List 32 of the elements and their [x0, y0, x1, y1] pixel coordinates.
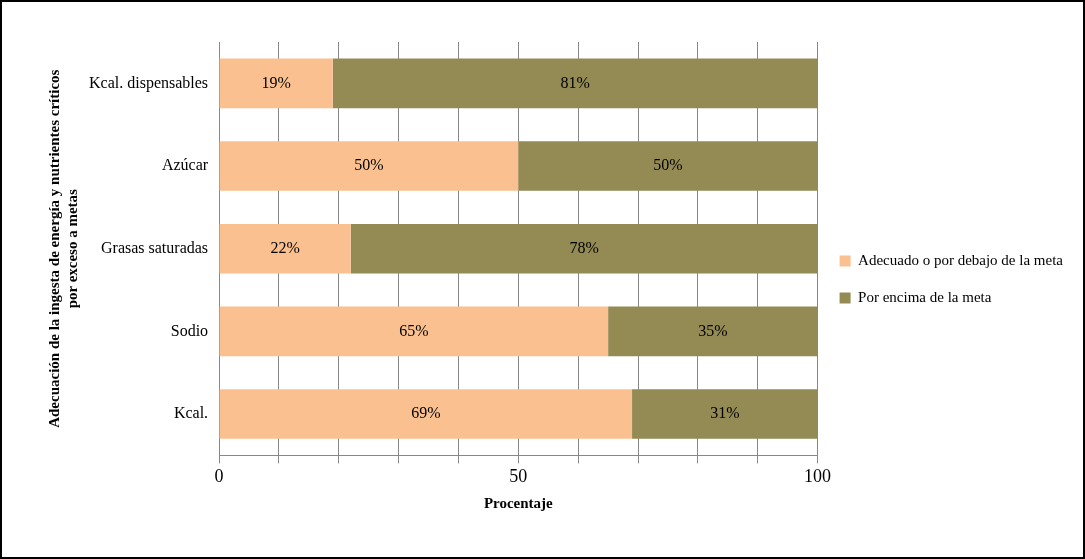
- data-label: 35%: [698, 321, 728, 339]
- bar: [632, 389, 818, 439]
- bar: [219, 306, 609, 357]
- data-label: 50%: [354, 156, 384, 174]
- y-tick-label: Azúcar: [161, 156, 209, 174]
- bar: [332, 58, 818, 109]
- data-label: 78%: [569, 238, 599, 256]
- data-label: 50%: [653, 156, 683, 174]
- bar: [350, 223, 818, 274]
- legend-label: Por encima de la meta: [858, 288, 992, 305]
- x-tick-label: 50: [509, 465, 528, 486]
- x-axis-title: Procentaje: [483, 494, 554, 511]
- data-label: 19%: [261, 73, 291, 91]
- y-tick-label: Kcal. dispensables: [89, 73, 209, 92]
- data-label: 69%: [411, 404, 441, 422]
- bar: [518, 141, 818, 191]
- y-tick-label: Kcal.: [173, 404, 209, 422]
- bar: [219, 141, 519, 191]
- data-label: 65%: [399, 321, 429, 339]
- y-tick-label: Grasas saturadas: [101, 238, 209, 256]
- bar: [219, 58, 333, 109]
- bar: [219, 389, 633, 439]
- y-axis-title: Adecuación de la ingesta de energía y nutrientes críticos por exceso a metas: [45, 69, 80, 428]
- x-tick-label: 100: [804, 465, 832, 486]
- legend-label: Adecuado o por debajo de la meta: [858, 251, 1064, 268]
- data-label: 22%: [270, 238, 300, 256]
- bar: [219, 223, 351, 274]
- data-label: 81%: [560, 73, 590, 91]
- data-label: 31%: [710, 404, 740, 422]
- y-tick-label: Sodio: [170, 321, 209, 339]
- x-tick-label: 0: [214, 465, 224, 486]
- bar: [608, 306, 818, 357]
